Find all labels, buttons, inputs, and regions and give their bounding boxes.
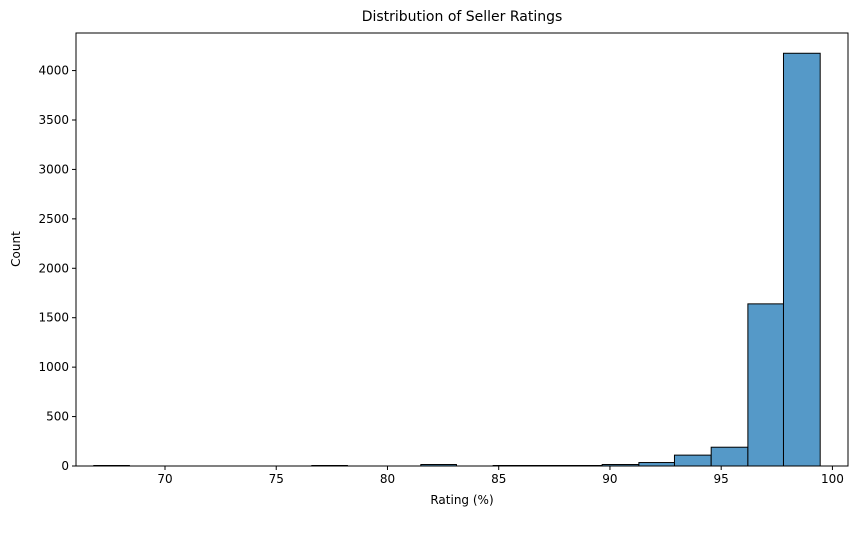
- x-tick-label: 80: [380, 472, 395, 486]
- y-tick-label: 0: [61, 459, 69, 473]
- x-tick-label: 95: [714, 472, 729, 486]
- x-tick-label: 75: [269, 472, 284, 486]
- y-axis-ticks: 0 500 1000 1500 2000 2500 3000 3500 4000: [38, 64, 76, 473]
- x-tick-label: 90: [602, 472, 617, 486]
- histogram-bar-16: [673, 454, 712, 467]
- y-tick-label: 500: [46, 410, 69, 424]
- y-tick-label: 4000: [38, 64, 69, 78]
- plot-frame: [75, 32, 849, 467]
- y-tick-label: 3000: [38, 162, 69, 176]
- x-tick-label: 70: [157, 472, 172, 486]
- y-tick-label: 2500: [38, 212, 69, 226]
- x-tick-label: 100: [821, 472, 844, 486]
- y-tick-label: 1500: [38, 311, 69, 325]
- x-axis-ticks: 70 75 80 85 90 95 100: [157, 466, 844, 486]
- y-tick-label: 3500: [38, 113, 69, 127]
- x-tick-label: 85: [491, 472, 506, 486]
- y-axis-label: Count: [9, 231, 23, 267]
- histogram-bars: [93, 52, 821, 467]
- x-axis-label: Rating (%): [430, 493, 493, 507]
- histogram-bar-17: [710, 446, 749, 467]
- chart-title: Distribution of Seller Ratings: [362, 9, 563, 25]
- histogram-bar-18: [747, 303, 784, 467]
- y-tick-label: 1000: [38, 360, 69, 374]
- histogram-bar-15: [638, 462, 675, 467]
- histogram-bar-19: [782, 52, 821, 467]
- y-tick-label: 2000: [38, 261, 69, 275]
